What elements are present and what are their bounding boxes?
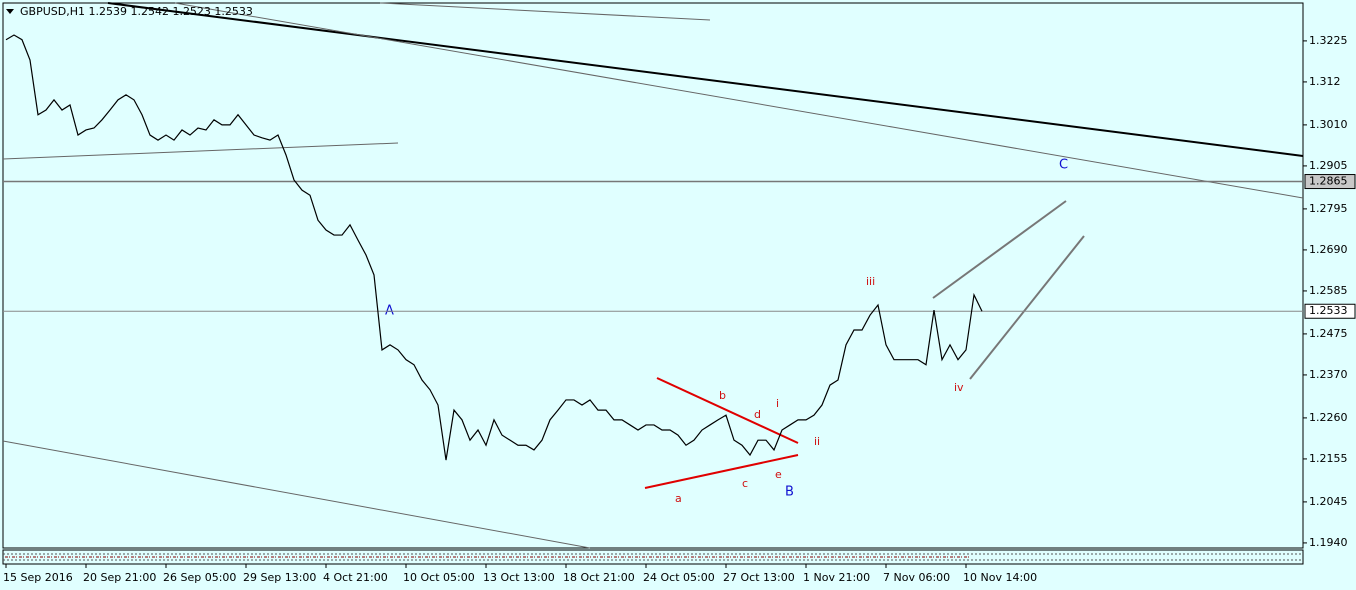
y-tick-label: 1.2260 [1309,411,1348,424]
chart-title: GBPUSD,H1 1.2539 1.2542 1.2523 1.2533 [20,5,253,18]
y-tick-label: 1.2475 [1309,327,1348,340]
trend-line [174,2,1304,199]
price-line [5,34,983,461]
annotation: b [719,389,726,402]
trend-line [2,142,399,160]
annotation: a [675,492,682,505]
y-tick-label: 1.312 [1309,75,1341,88]
x-tick-label: 1 Nov 21:00 [803,571,870,584]
y-tick-label: 1.2905 [1309,159,1348,172]
price-level-box [1304,303,1356,319]
annotation: B [785,485,794,500]
x-tick-label: 10 Oct 05:00 [403,571,475,584]
annotation: c [742,477,748,490]
y-tick-label: 1.2370 [1309,368,1348,381]
price-level-label: 1.2533 [1309,304,1348,317]
annotation: e [775,468,782,481]
x-tick-label: 20 Sep 21:00 [83,571,156,584]
annotation: ii [814,435,820,448]
x-tick-label: 29 Sep 13:00 [243,571,316,584]
x-tick-label: 7 Nov 06:00 [883,571,950,584]
channel-line [932,200,1067,299]
y-tick-label: 1.2690 [1309,243,1348,256]
triangle-line [644,454,799,489]
trend-line [379,2,711,21]
annotation: iv [954,381,964,394]
annotation: C [1059,158,1068,173]
y-tick-label: 1.3225 [1309,34,1348,47]
x-tick-label: 26 Sep 05:00 [163,571,236,584]
x-tick-label: 10 Nov 14:00 [963,571,1037,584]
channel-line [969,235,1085,380]
annotation: i [776,397,779,410]
y-tick-label: 1.3010 [1309,118,1348,131]
y-tick-label: 1.1940 [1309,536,1348,549]
y-tick-label: 1.2795 [1309,202,1348,215]
triangle-line [656,377,799,444]
annotation: d [754,408,761,421]
price-level-label: 1.2865 [1309,175,1348,188]
price-level-box [1304,174,1356,190]
trend-lines [2,2,1304,549]
y-tick-label: 1.2045 [1309,495,1348,508]
x-tick-label: 4 Oct 21:00 [323,571,388,584]
indicator-panel [2,549,1304,565]
plot-frame [2,2,1304,549]
trend-line [107,2,1304,157]
annotation: iii [866,275,875,288]
y-tick-label: 1.2155 [1309,452,1348,465]
x-tick-label: 18 Oct 21:00 [563,571,635,584]
x-tick-label: 27 Oct 13:00 [723,571,795,584]
y-tick-label: 1.2585 [1309,284,1348,297]
x-tick-label: 24 Oct 05:00 [643,571,715,584]
x-tick-label: 15 Sep 2016 [3,571,73,584]
trend-line [2,440,591,549]
menu-arrow [6,9,14,14]
x-tick-label: 13 Oct 13:00 [483,571,555,584]
